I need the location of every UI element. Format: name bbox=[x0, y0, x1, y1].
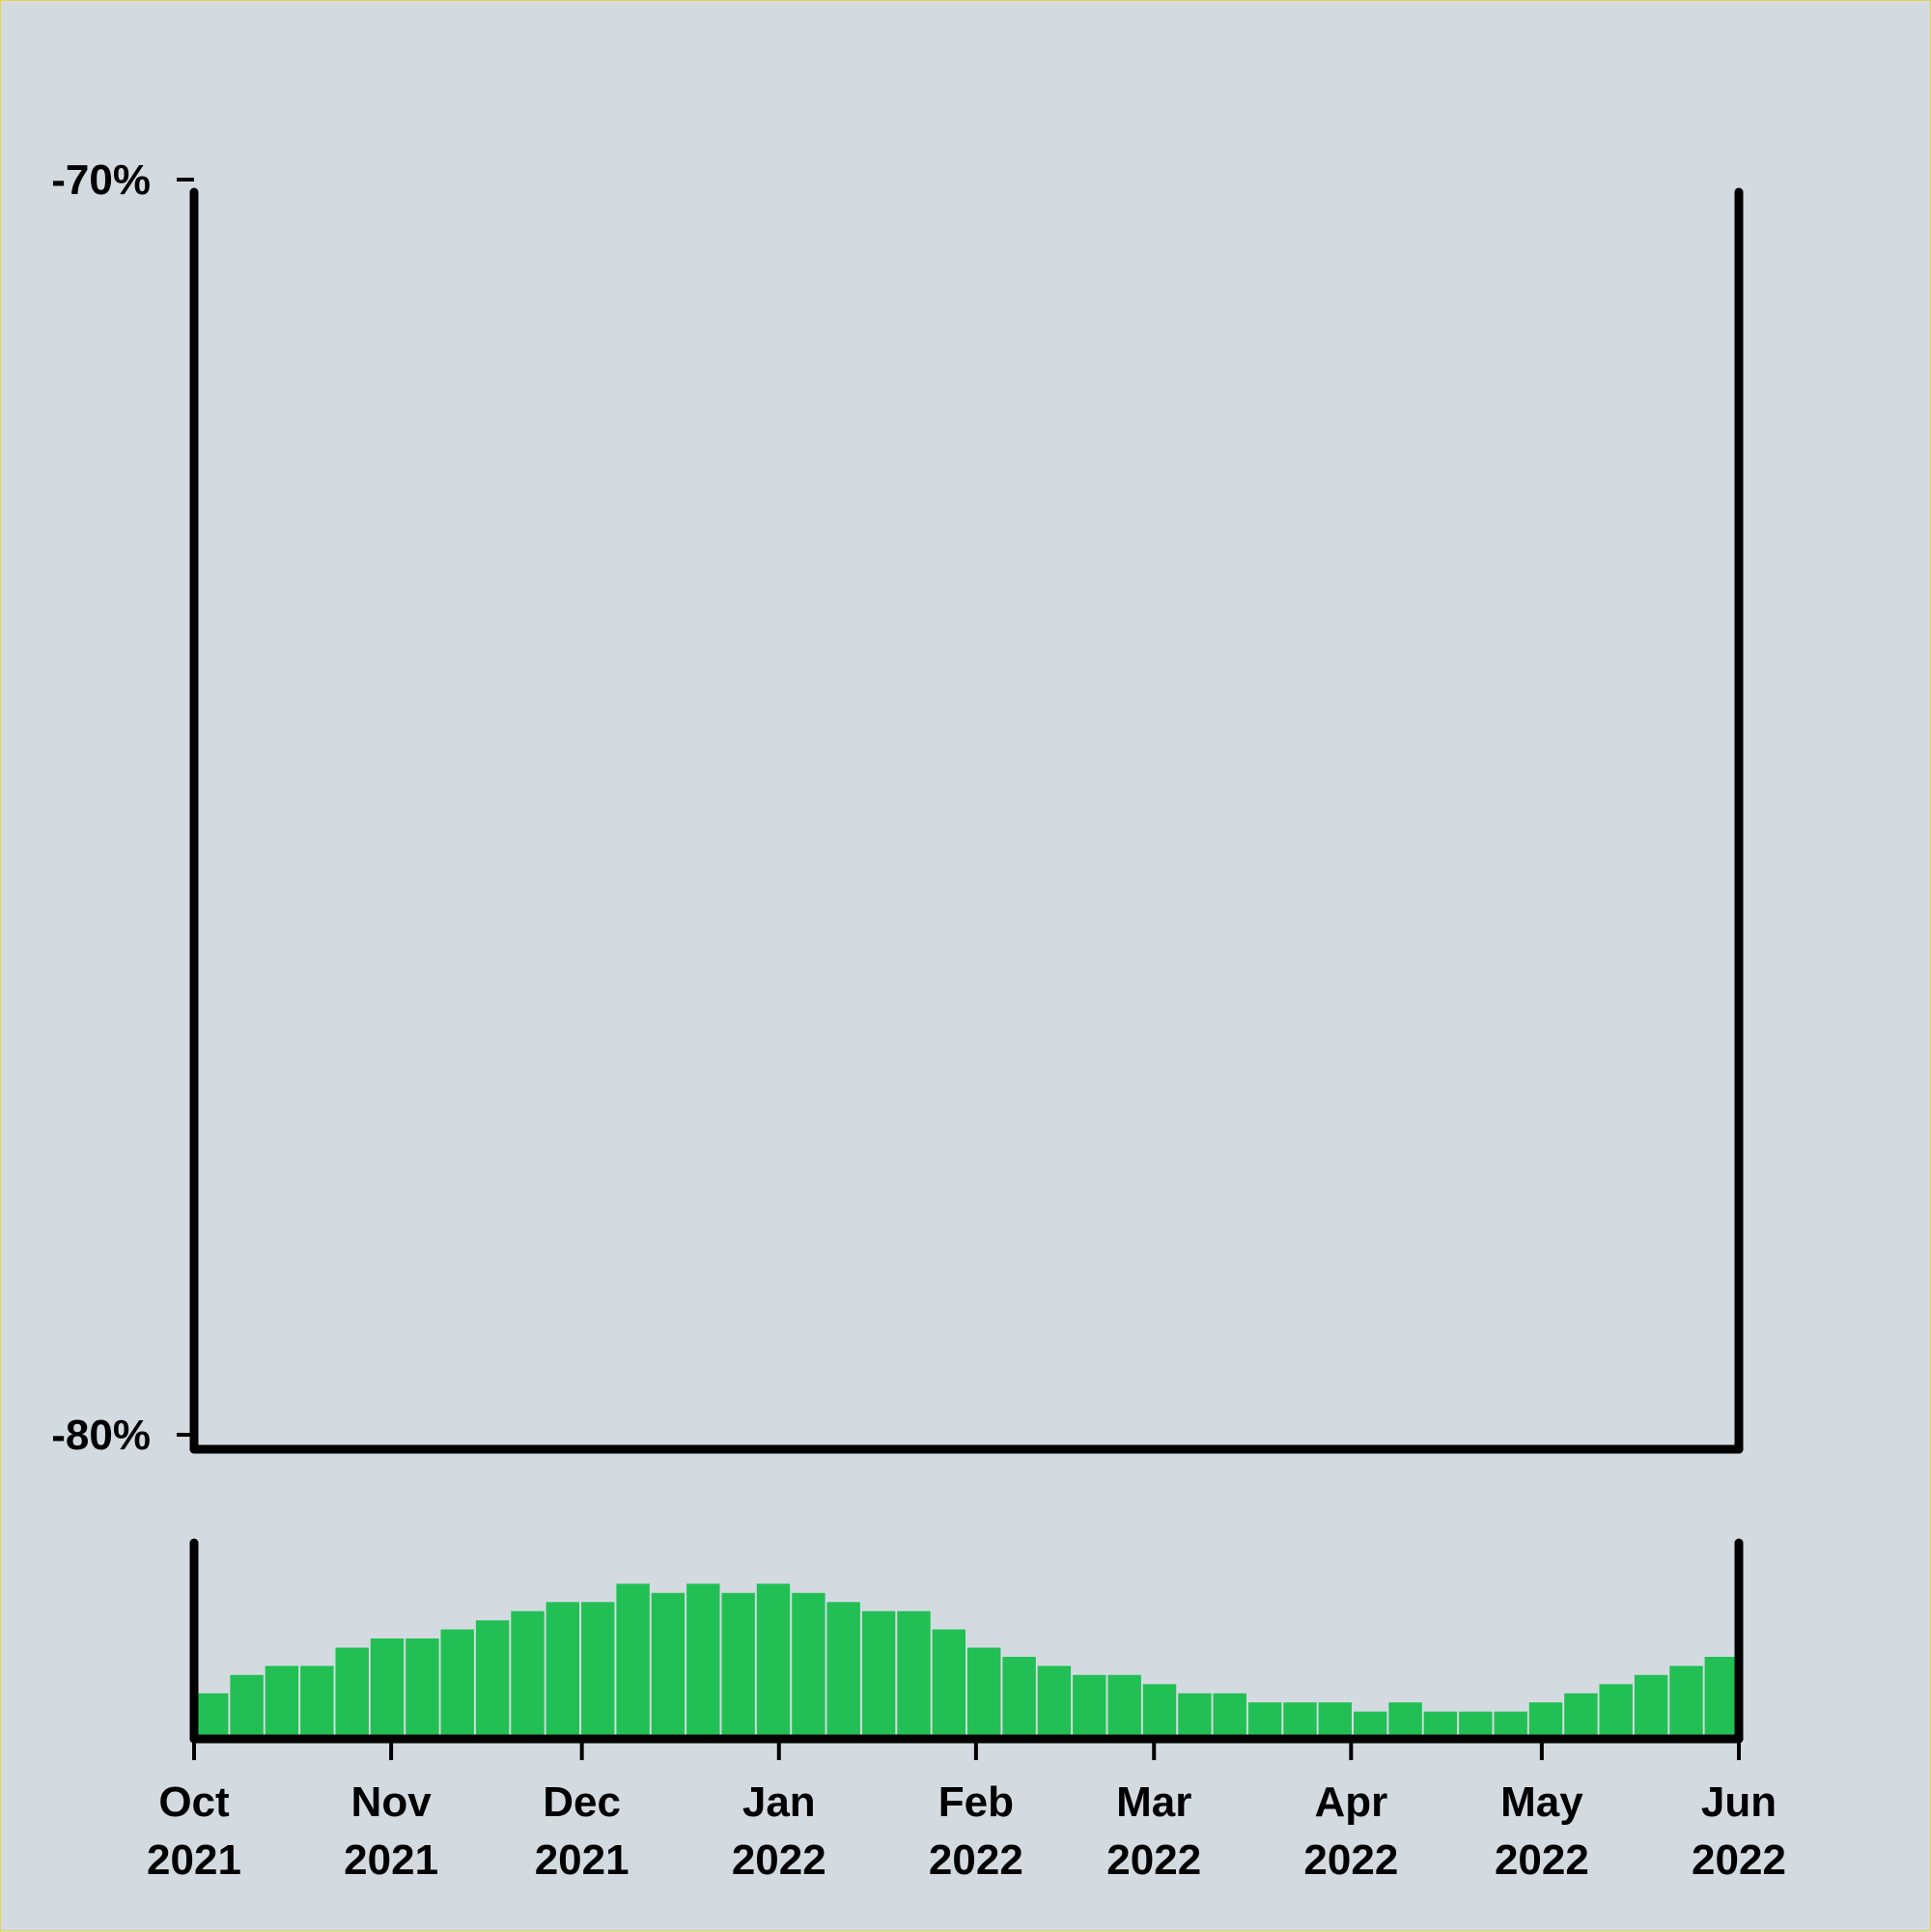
x-tick-year: 2021 bbox=[535, 1836, 630, 1884]
volume-bar bbox=[616, 1583, 650, 1739]
volume-bar bbox=[1318, 1702, 1352, 1739]
volume-bar bbox=[1107, 1674, 1141, 1739]
volume-bar bbox=[1669, 1666, 1703, 1739]
x-tick-labels: Oct 2021 Nov 2021 Dec 2021 Jan 2022 Feb 2022 Mar 20… bbox=[147, 1739, 1786, 1884]
volume-bar bbox=[686, 1583, 720, 1739]
x-tick-year: 2022 bbox=[929, 1836, 1023, 1884]
volume-bar bbox=[1283, 1702, 1317, 1739]
volume-bar bbox=[1142, 1684, 1177, 1739]
volume-bar bbox=[1704, 1657, 1738, 1739]
volume-bar bbox=[1494, 1711, 1527, 1739]
volume-bar bbox=[475, 1620, 510, 1740]
volume-bar bbox=[195, 1693, 229, 1740]
volume-bar bbox=[370, 1638, 405, 1739]
x-tick-month: Jun bbox=[1701, 1778, 1777, 1826]
volume-bar bbox=[1354, 1711, 1387, 1739]
volume-bar bbox=[1073, 1674, 1106, 1739]
volume-bar bbox=[335, 1647, 369, 1739]
price-axes bbox=[189, 187, 1744, 1454]
volume-bar bbox=[861, 1610, 896, 1739]
x-tick-month: Dec bbox=[543, 1778, 621, 1826]
volume-bar bbox=[1178, 1693, 1212, 1740]
volume-bars bbox=[195, 1583, 1738, 1740]
x-tick-month: Mar bbox=[1116, 1778, 1191, 1826]
volume-axes bbox=[189, 1538, 1744, 1744]
volume-bar bbox=[932, 1629, 966, 1739]
x-tick-year: 2021 bbox=[344, 1836, 438, 1884]
x-tick-month: Apr bbox=[1314, 1778, 1387, 1826]
volume-bar bbox=[406, 1638, 439, 1739]
x-tick-year: 2022 bbox=[1106, 1836, 1201, 1884]
volume-bar bbox=[792, 1592, 826, 1739]
y-tick-labels: 10%0%-10%-20%-30%-40%-50%-60%-70%-80% bbox=[51, 156, 194, 1459]
volume-bar bbox=[1599, 1684, 1633, 1739]
volume-bar bbox=[967, 1647, 1001, 1739]
x-tick-month: Oct bbox=[158, 1778, 230, 1826]
volume-bar bbox=[1528, 1702, 1563, 1739]
x-tick-month: May bbox=[1500, 1778, 1583, 1826]
volume-bar bbox=[1213, 1693, 1246, 1740]
volume-bar bbox=[546, 1602, 579, 1740]
x-tick-year: 2022 bbox=[1495, 1836, 1589, 1884]
volume-bar bbox=[1388, 1702, 1422, 1739]
x-tick-year: 2022 bbox=[732, 1836, 826, 1884]
volume-bar bbox=[1634, 1674, 1668, 1739]
volume-bar bbox=[826, 1602, 860, 1740]
y-tick-label: -70% bbox=[51, 156, 151, 204]
volume-bar bbox=[756, 1583, 791, 1739]
volume-bar bbox=[230, 1674, 264, 1739]
volume-bar bbox=[721, 1592, 755, 1739]
volume-bar bbox=[440, 1629, 474, 1739]
volume-bar bbox=[300, 1666, 334, 1739]
volume-bar bbox=[651, 1592, 686, 1739]
volume-bar bbox=[265, 1666, 299, 1739]
volume-bar bbox=[511, 1610, 545, 1739]
x-tick-year: 2022 bbox=[1692, 1836, 1786, 1884]
x-tick-month: Nov bbox=[351, 1778, 433, 1826]
volume-bar bbox=[1247, 1702, 1282, 1739]
volume-bar bbox=[897, 1610, 931, 1739]
volume-bar bbox=[1423, 1711, 1458, 1739]
volume-bar bbox=[1459, 1711, 1493, 1739]
volume-bar bbox=[1564, 1693, 1598, 1740]
x-tick-year: 2021 bbox=[147, 1836, 241, 1884]
x-tick-month: Jan bbox=[742, 1778, 816, 1826]
y-tick-label: -80% bbox=[51, 1412, 151, 1459]
x-tick-year: 2022 bbox=[1303, 1836, 1398, 1884]
volume-bar bbox=[1037, 1666, 1072, 1739]
x-tick-month: Feb bbox=[938, 1778, 1014, 1826]
volume-bar bbox=[581, 1602, 615, 1740]
volume-bar bbox=[1002, 1657, 1036, 1739]
